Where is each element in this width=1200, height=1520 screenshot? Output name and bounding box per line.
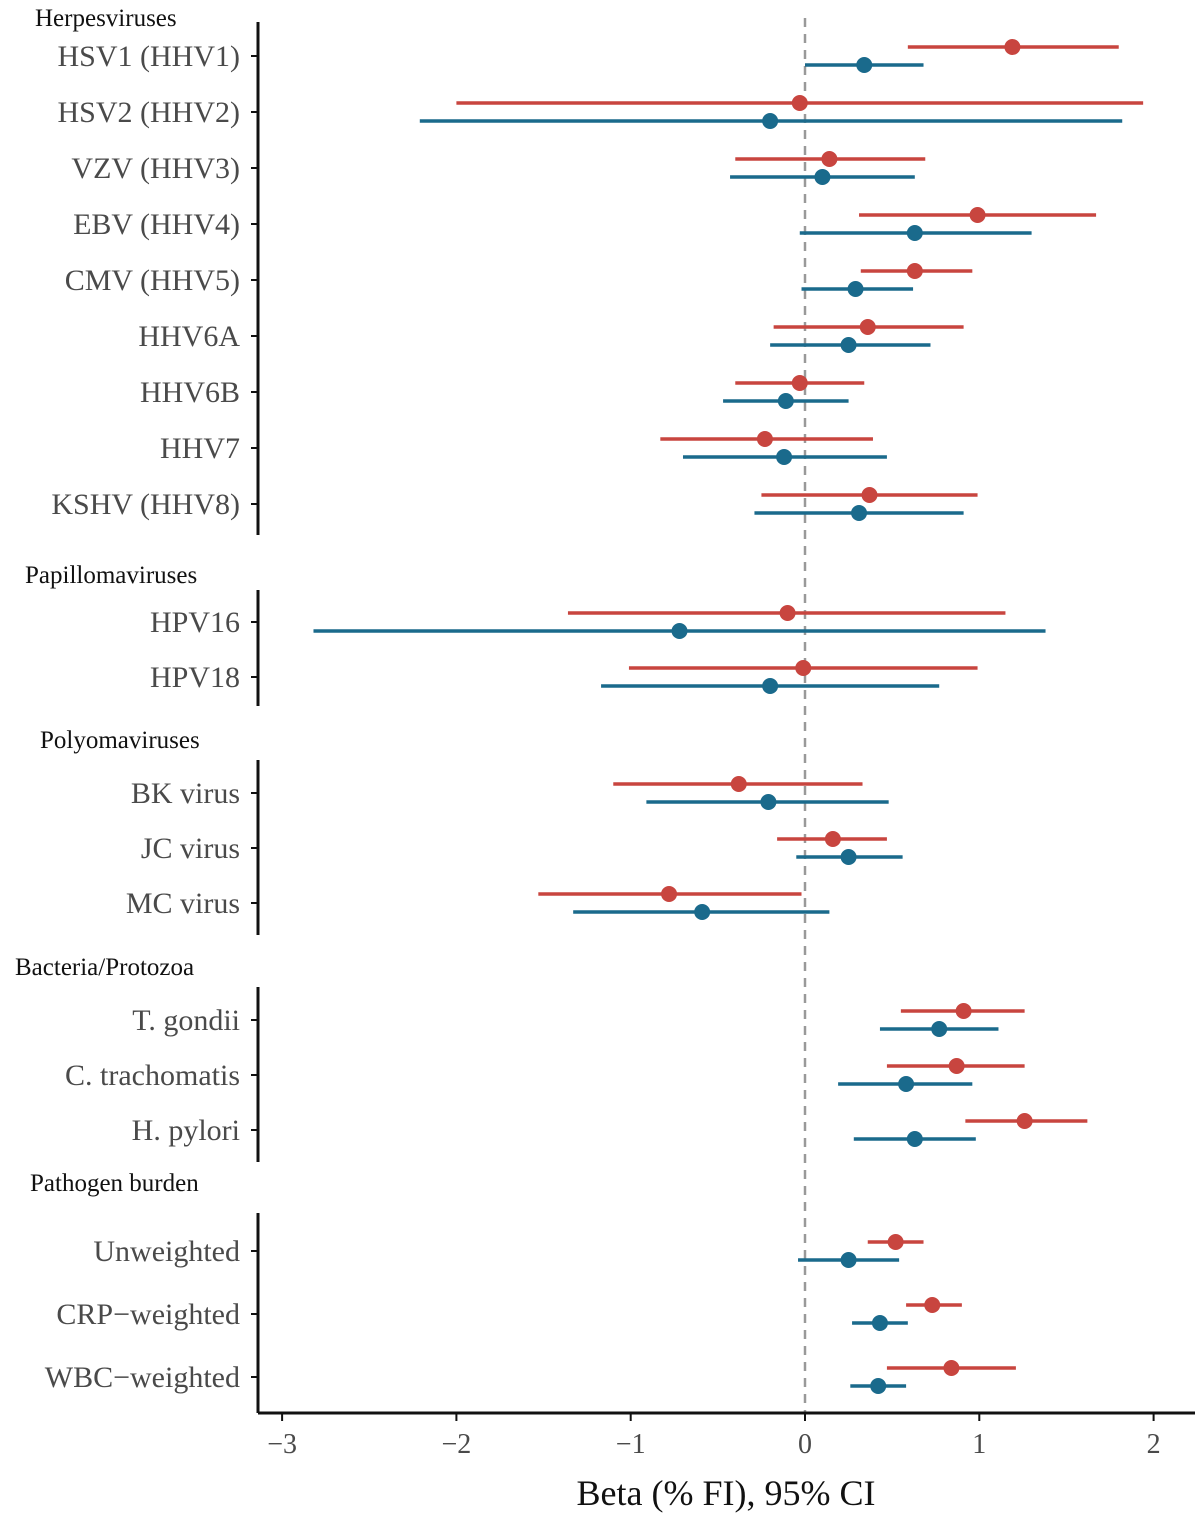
point-estimate-b (906, 225, 923, 241)
point-estimate-b (870, 1378, 887, 1394)
group-title: Papillomaviruses (25, 562, 197, 589)
point-estimate-b (856, 57, 873, 73)
point-estimate-a (791, 375, 808, 391)
row-label: H. pylori (132, 1114, 240, 1147)
row-label: WBC−weighted (45, 1361, 240, 1394)
x-tick-label: −3 (267, 1429, 297, 1460)
row-label: BK virus (131, 777, 240, 810)
row-label: EBV (HHV4) (73, 208, 240, 241)
point-estimate-a (791, 95, 808, 111)
point-estimate-b (840, 337, 857, 353)
row-label: HHV7 (160, 432, 240, 465)
point-estimate-b (762, 678, 779, 694)
point-estimate-a (756, 431, 773, 447)
point-estimate-a (955, 1003, 972, 1019)
point-estimate-b (694, 904, 711, 920)
point-estimate-a (824, 831, 841, 847)
row-label: HSV2 (HHV2) (58, 96, 241, 129)
point-estimate-a (859, 319, 876, 335)
point-estimate-b (847, 281, 864, 297)
point-estimate-a (861, 487, 878, 503)
x-axis-label: Beta (% FI), 95% CI (577, 1473, 876, 1513)
point-estimate-b (776, 449, 793, 465)
x-tick-label: −1 (616, 1429, 646, 1460)
group-title: Polyomaviruses (40, 727, 200, 754)
point-estimate-b (671, 623, 688, 639)
row-label: CMV (HHV5) (65, 264, 240, 297)
x-tick-label: 2 (1147, 1429, 1161, 1460)
row-label: JC virus (141, 832, 240, 865)
point-estimate-b (871, 1315, 888, 1331)
row-label: C. trachomatis (65, 1059, 240, 1092)
point-estimate-a (821, 151, 838, 167)
point-estimate-a (661, 886, 678, 902)
row-label: CRP−weighted (56, 1298, 240, 1331)
point-estimate-b (840, 1252, 857, 1268)
point-estimate-b (851, 505, 868, 521)
x-tick-label: 0 (798, 1429, 812, 1460)
row-label: HPV18 (150, 661, 240, 694)
point-estimate-b (762, 113, 779, 129)
row-label: KSHV (HHV8) (51, 488, 240, 521)
point-estimate-b (906, 1131, 923, 1147)
row-label: HHV6A (138, 320, 240, 353)
row-label: VZV (HHV3) (71, 152, 240, 185)
point-estimate-a (1016, 1113, 1033, 1129)
point-estimate-a (779, 605, 796, 621)
point-estimate-b (840, 849, 857, 865)
point-estimate-b (760, 794, 777, 810)
row-label: HSV1 (HHV1) (58, 40, 241, 73)
x-tick-label: 1 (972, 1429, 986, 1460)
point-estimate-a (730, 776, 747, 792)
row-label: MC virus (126, 887, 240, 920)
x-tick-label: −2 (442, 1429, 472, 1460)
point-estimate-a (943, 1360, 960, 1376)
point-estimate-a (924, 1297, 941, 1313)
row-label: HHV6B (140, 376, 240, 409)
row-label: T. gondii (132, 1004, 240, 1037)
row-label: HPV16 (150, 606, 240, 639)
row-label: Unweighted (93, 1235, 240, 1268)
point-estimate-b (931, 1021, 948, 1037)
point-estimate-b (898, 1076, 915, 1092)
point-estimate-b (777, 393, 794, 409)
point-estimate-a (906, 263, 923, 279)
point-estimate-a (1004, 39, 1021, 55)
point-estimate-a (795, 660, 812, 676)
group-title: Bacteria/Protozoa (15, 954, 194, 981)
point-estimate-a (948, 1058, 965, 1074)
group-title: Pathogen burden (30, 1170, 199, 1197)
point-estimate-a (969, 207, 986, 223)
point-estimate-a (887, 1234, 904, 1250)
point-estimate-b (814, 169, 831, 185)
group-title: Herpesviruses (35, 5, 177, 32)
